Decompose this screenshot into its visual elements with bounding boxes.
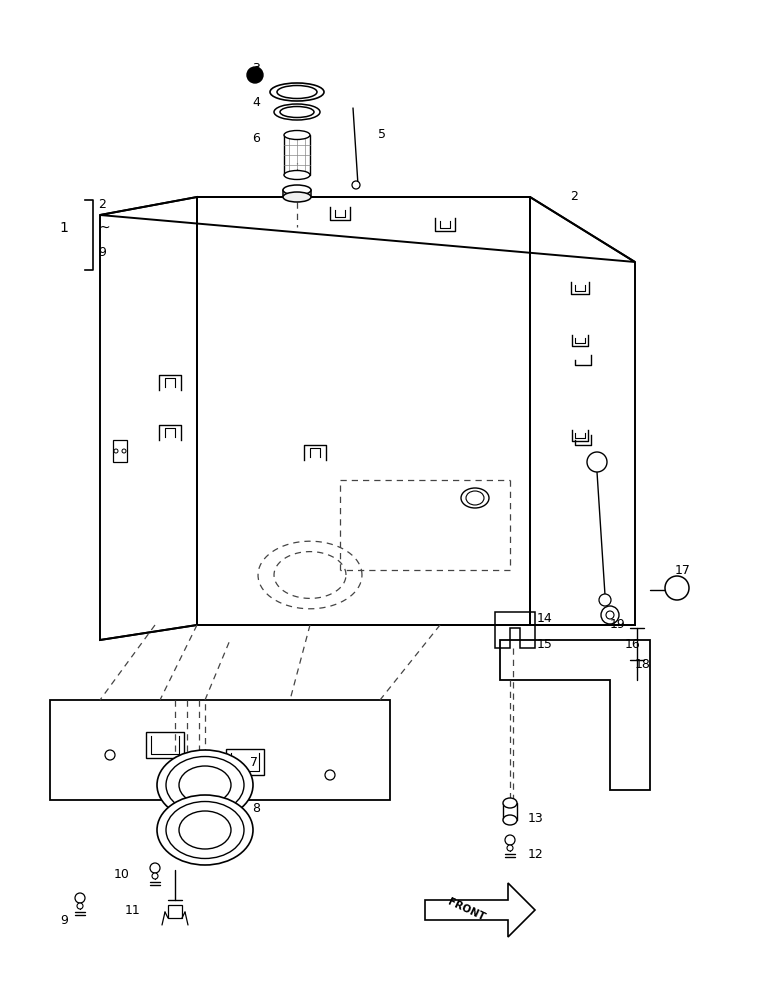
- Ellipse shape: [283, 192, 311, 202]
- Circle shape: [122, 449, 126, 453]
- Circle shape: [152, 873, 158, 879]
- Circle shape: [219, 849, 227, 857]
- Ellipse shape: [277, 86, 317, 99]
- Ellipse shape: [270, 83, 324, 101]
- Circle shape: [247, 67, 263, 83]
- Circle shape: [77, 903, 83, 909]
- Circle shape: [505, 835, 515, 845]
- Text: 8: 8: [252, 802, 260, 814]
- Ellipse shape: [503, 798, 517, 808]
- Circle shape: [105, 750, 115, 760]
- Text: 10: 10: [114, 868, 130, 882]
- Text: 12: 12: [528, 848, 543, 861]
- Ellipse shape: [179, 811, 231, 849]
- Circle shape: [219, 803, 227, 811]
- Text: 18: 18: [635, 658, 651, 672]
- Circle shape: [325, 770, 335, 780]
- Text: 11: 11: [124, 904, 140, 916]
- Text: 2: 2: [570, 190, 578, 204]
- Text: 7: 7: [250, 756, 258, 768]
- Text: 17: 17: [675, 564, 691, 576]
- Text: 3: 3: [252, 62, 260, 75]
- Circle shape: [201, 807, 209, 815]
- Text: 5: 5: [378, 128, 386, 141]
- Ellipse shape: [280, 106, 314, 117]
- Text: 9: 9: [60, 914, 68, 926]
- Circle shape: [226, 799, 234, 807]
- Circle shape: [352, 181, 360, 189]
- Circle shape: [665, 576, 689, 600]
- Circle shape: [606, 611, 614, 619]
- Ellipse shape: [466, 491, 484, 505]
- Circle shape: [601, 606, 619, 624]
- Circle shape: [201, 755, 209, 763]
- Circle shape: [176, 799, 184, 807]
- Ellipse shape: [284, 170, 310, 180]
- Text: 19: 19: [610, 618, 625, 632]
- Ellipse shape: [503, 815, 517, 825]
- Circle shape: [587, 452, 607, 472]
- Circle shape: [507, 845, 513, 851]
- Text: 1: 1: [59, 221, 68, 235]
- Circle shape: [75, 893, 85, 903]
- Text: ~: ~: [98, 221, 109, 235]
- Text: 2: 2: [98, 198, 106, 212]
- Circle shape: [165, 781, 173, 789]
- Circle shape: [599, 594, 611, 606]
- Ellipse shape: [157, 795, 253, 865]
- Circle shape: [183, 849, 191, 857]
- Text: FRONT: FRONT: [446, 897, 486, 923]
- Ellipse shape: [284, 130, 310, 139]
- Ellipse shape: [274, 104, 320, 120]
- Text: 15: 15: [537, 639, 553, 652]
- Ellipse shape: [461, 488, 489, 508]
- Circle shape: [237, 781, 245, 789]
- Text: 14: 14: [537, 611, 553, 624]
- Circle shape: [237, 826, 245, 834]
- Text: 13: 13: [528, 812, 543, 824]
- Text: 6: 6: [252, 131, 260, 144]
- Ellipse shape: [283, 185, 311, 195]
- Circle shape: [226, 763, 234, 771]
- Ellipse shape: [179, 766, 231, 804]
- Ellipse shape: [157, 750, 253, 820]
- Circle shape: [114, 449, 118, 453]
- Text: 4: 4: [252, 96, 260, 108]
- Circle shape: [183, 803, 191, 811]
- Text: 16: 16: [625, 639, 641, 652]
- Circle shape: [165, 826, 173, 834]
- Ellipse shape: [166, 756, 244, 814]
- Circle shape: [150, 863, 160, 873]
- Text: 9: 9: [98, 245, 106, 258]
- Circle shape: [176, 763, 184, 771]
- Ellipse shape: [166, 802, 244, 858]
